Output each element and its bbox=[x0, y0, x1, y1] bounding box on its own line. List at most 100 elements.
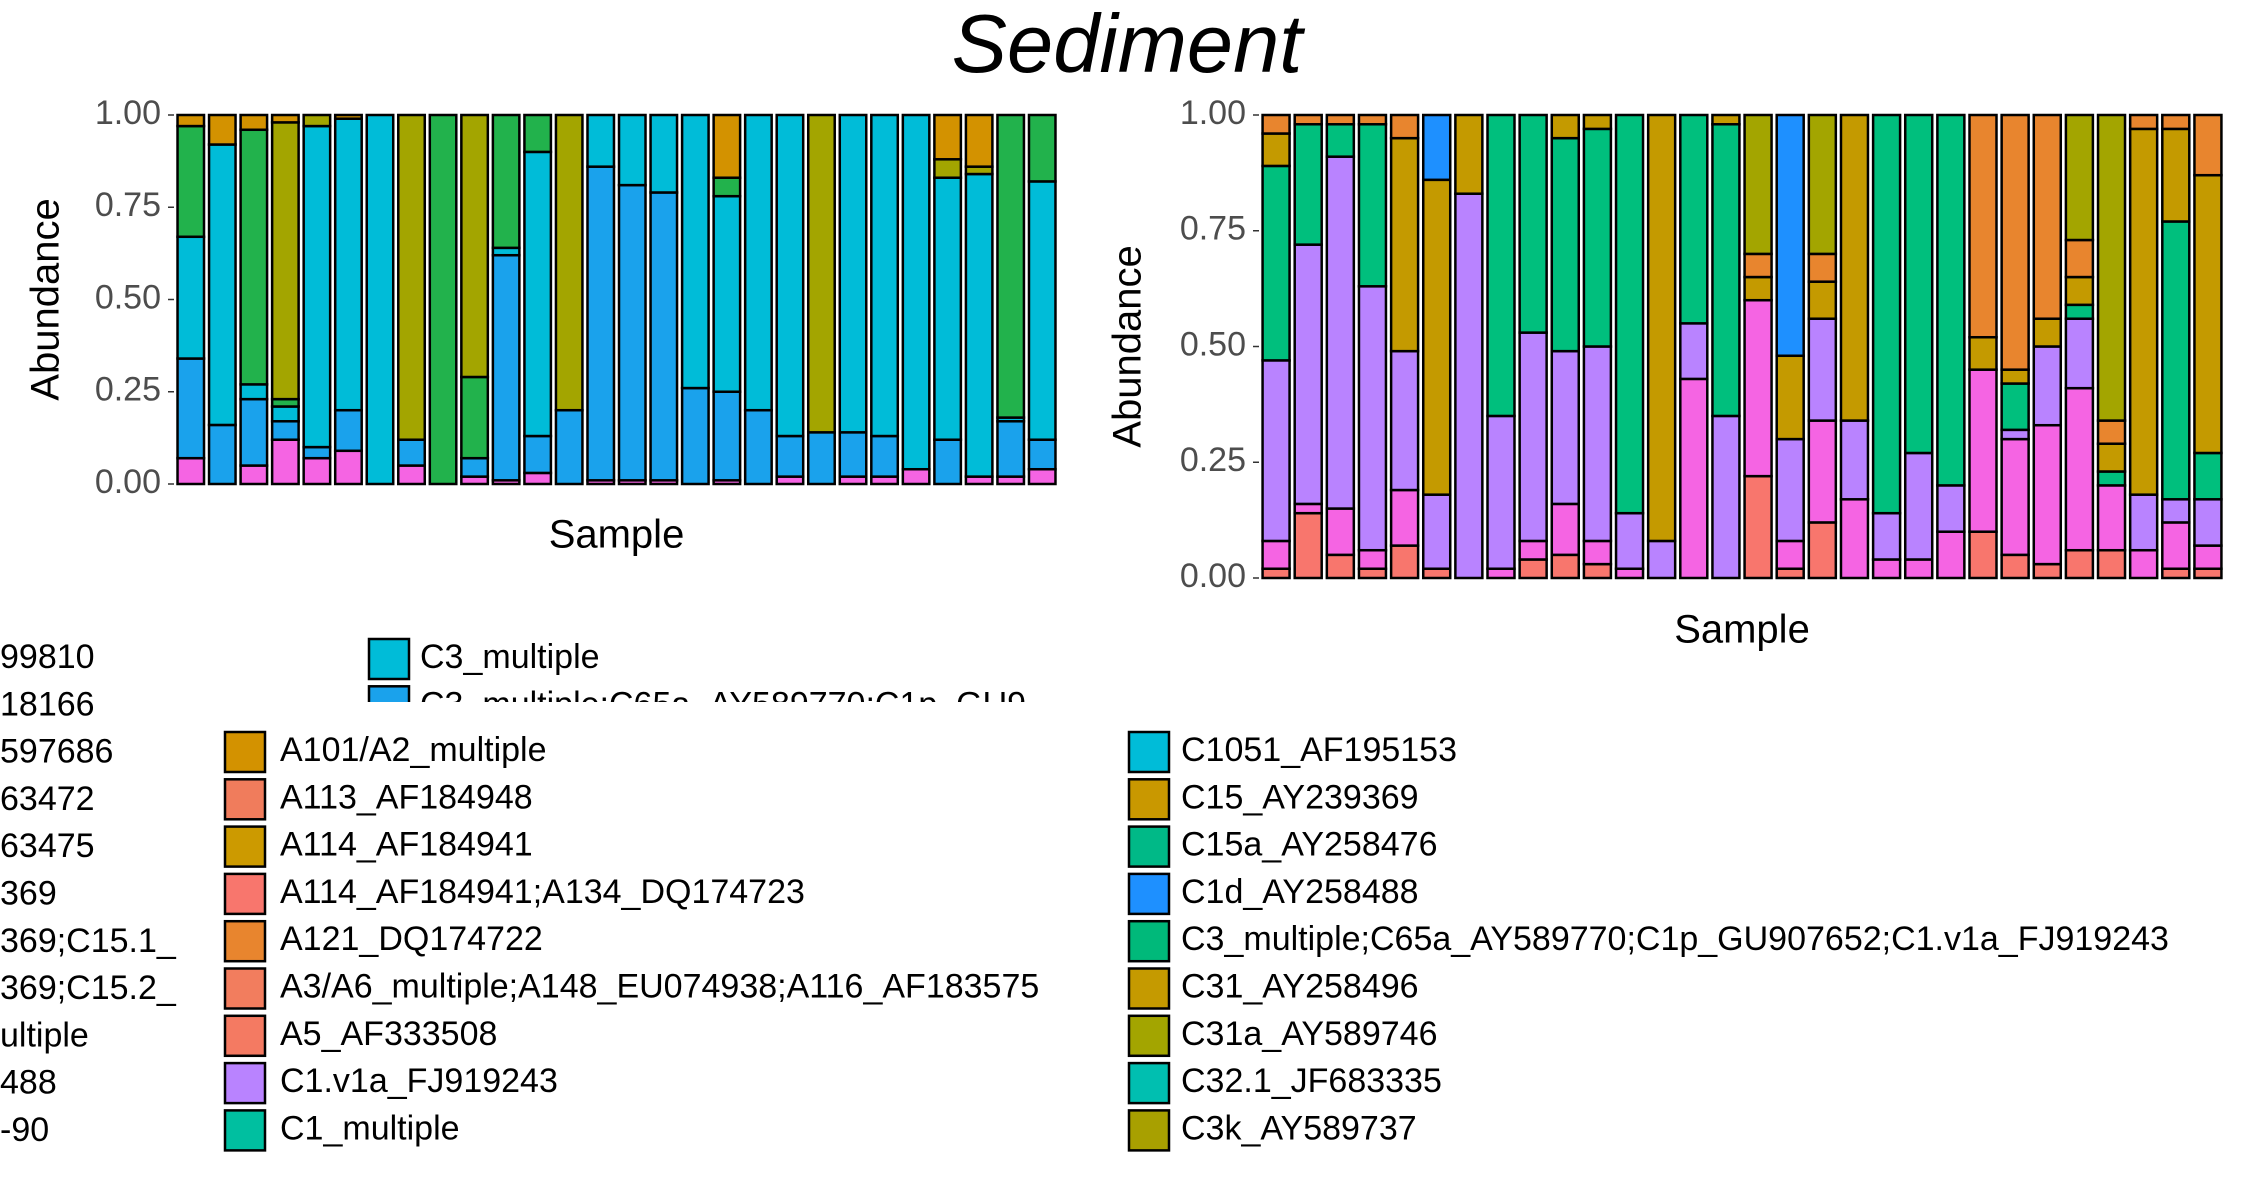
bar-segment bbox=[239, 128, 269, 386]
bar-segment bbox=[1968, 335, 1998, 371]
legend-label: 369;C15.1_ bbox=[0, 922, 177, 960]
bar-segment bbox=[1550, 136, 1581, 353]
bar-segment bbox=[270, 438, 300, 486]
legend-label: C32.1_JF683335 bbox=[1181, 1062, 1442, 1100]
bar-segment bbox=[1936, 484, 1966, 533]
bar-segment bbox=[1293, 123, 1323, 246]
bar-segment bbox=[1293, 502, 1323, 515]
bar-segment bbox=[460, 375, 490, 460]
bar-segment bbox=[2161, 567, 2191, 580]
bar-segment bbox=[2096, 484, 2127, 552]
bar-segment bbox=[1325, 113, 1356, 126]
bar-segment bbox=[1421, 113, 1452, 182]
bar-segment bbox=[586, 113, 616, 168]
legend-label: C1_multiple bbox=[280, 1109, 460, 1147]
bar-segment bbox=[554, 113, 584, 412]
bar-segment bbox=[2096, 470, 2127, 487]
bar-segment bbox=[1936, 530, 1966, 580]
y-tick-label: 0.50 bbox=[1180, 325, 1246, 363]
legend-label: C3_multiple bbox=[420, 638, 600, 676]
bar-segment bbox=[996, 420, 1026, 478]
bar-segment bbox=[554, 408, 584, 486]
bar-segment bbox=[2193, 113, 2223, 177]
bar-segment bbox=[239, 383, 269, 401]
legend-label: C1.v1a_FJ919243 bbox=[280, 1062, 558, 1100]
legend-swatch bbox=[223, 919, 267, 963]
y-tick-label: 0.00 bbox=[95, 463, 161, 501]
bar-segment bbox=[2032, 423, 2063, 566]
bar-segment bbox=[176, 124, 206, 239]
bar-segment bbox=[1903, 113, 1934, 455]
bar-segment bbox=[996, 113, 1026, 419]
x-axis-title: Sample bbox=[1674, 608, 1810, 652]
bar-segment bbox=[1775, 539, 1805, 570]
bar-segment bbox=[1389, 488, 1420, 547]
legend-label: C15a_AY258476 bbox=[1181, 826, 1437, 864]
bar-segment bbox=[1743, 275, 1773, 302]
legend-label: 369;C15.2_ bbox=[0, 969, 177, 1007]
bar-segment bbox=[2128, 113, 2159, 131]
bar-segment bbox=[2193, 567, 2223, 580]
bar-segment bbox=[838, 431, 868, 478]
bar-segment bbox=[1293, 511, 1323, 580]
bar-segment bbox=[302, 124, 332, 449]
bar-segment bbox=[617, 183, 647, 482]
bar-segment bbox=[1518, 331, 1548, 543]
bar-segment bbox=[1389, 113, 1420, 140]
bar-segment bbox=[2064, 113, 2095, 242]
bar-segment bbox=[1711, 113, 1741, 126]
legend-label: A121_DQ174722 bbox=[280, 920, 543, 958]
legend-swatch bbox=[223, 825, 267, 868]
bar-segment bbox=[870, 434, 900, 478]
bar-segment bbox=[176, 357, 206, 460]
bar-segment bbox=[176, 235, 206, 360]
bar-segment bbox=[1261, 539, 1291, 570]
legend-label: A3/A6_multiple;A148_EU074938;A116_AF1835… bbox=[280, 967, 1039, 1005]
legend-label: C15_AY239369 bbox=[1181, 778, 1419, 816]
legend-swatch bbox=[1127, 1061, 1171, 1105]
legend-swatch bbox=[367, 637, 411, 681]
bar-segment bbox=[712, 176, 742, 198]
legend-label: C1051_AF195153 bbox=[1181, 731, 1457, 769]
bar-segment bbox=[933, 113, 963, 161]
bar-segment bbox=[333, 113, 363, 120]
bar-segment bbox=[1550, 502, 1581, 557]
bar-segment bbox=[2000, 382, 2030, 432]
bar-segment bbox=[1936, 113, 1966, 487]
bar-segment bbox=[333, 449, 363, 486]
legend-swatch bbox=[223, 967, 267, 1010]
bar-segment bbox=[1027, 467, 1057, 486]
bar-segment bbox=[2000, 428, 2030, 441]
legend-swatch bbox=[1127, 967, 1171, 1010]
bar-segment bbox=[1550, 113, 1581, 140]
bar-segment bbox=[901, 467, 931, 486]
legend-label: A114_AF184941;A134_DQ174723 bbox=[280, 873, 805, 911]
bar-segment bbox=[1357, 113, 1388, 126]
bar-segment bbox=[1454, 113, 1484, 195]
bar-segment bbox=[2161, 220, 2191, 501]
bar-segment bbox=[1807, 419, 1838, 524]
bar-segment bbox=[933, 158, 963, 179]
legend-swatch bbox=[223, 730, 267, 774]
bar-segment bbox=[712, 194, 742, 393]
bar-segment bbox=[1775, 437, 1805, 543]
bar-segment bbox=[207, 423, 237, 486]
bar-segment bbox=[270, 420, 300, 441]
bar-segment bbox=[428, 113, 458, 486]
bar-segment bbox=[460, 456, 490, 478]
bar-segment bbox=[2096, 419, 2127, 445]
bar-segment bbox=[1550, 553, 1581, 580]
bar-segment bbox=[1711, 414, 1741, 580]
legend-label: C1d_AY258488 bbox=[1181, 873, 1419, 911]
bar-segment bbox=[964, 113, 994, 168]
bar-segment bbox=[523, 150, 553, 438]
legend-swatch bbox=[223, 1109, 267, 1152]
bar-segment bbox=[806, 113, 836, 434]
bar-segment bbox=[1325, 553, 1356, 580]
bar-segment bbox=[1518, 558, 1548, 580]
bar-segment bbox=[1646, 113, 1677, 543]
bar-segment bbox=[2032, 345, 2063, 427]
bar-segment bbox=[1261, 359, 1291, 543]
bar-segment bbox=[933, 176, 963, 441]
legend-label: C31a_AY589746 bbox=[1181, 1015, 1437, 1053]
